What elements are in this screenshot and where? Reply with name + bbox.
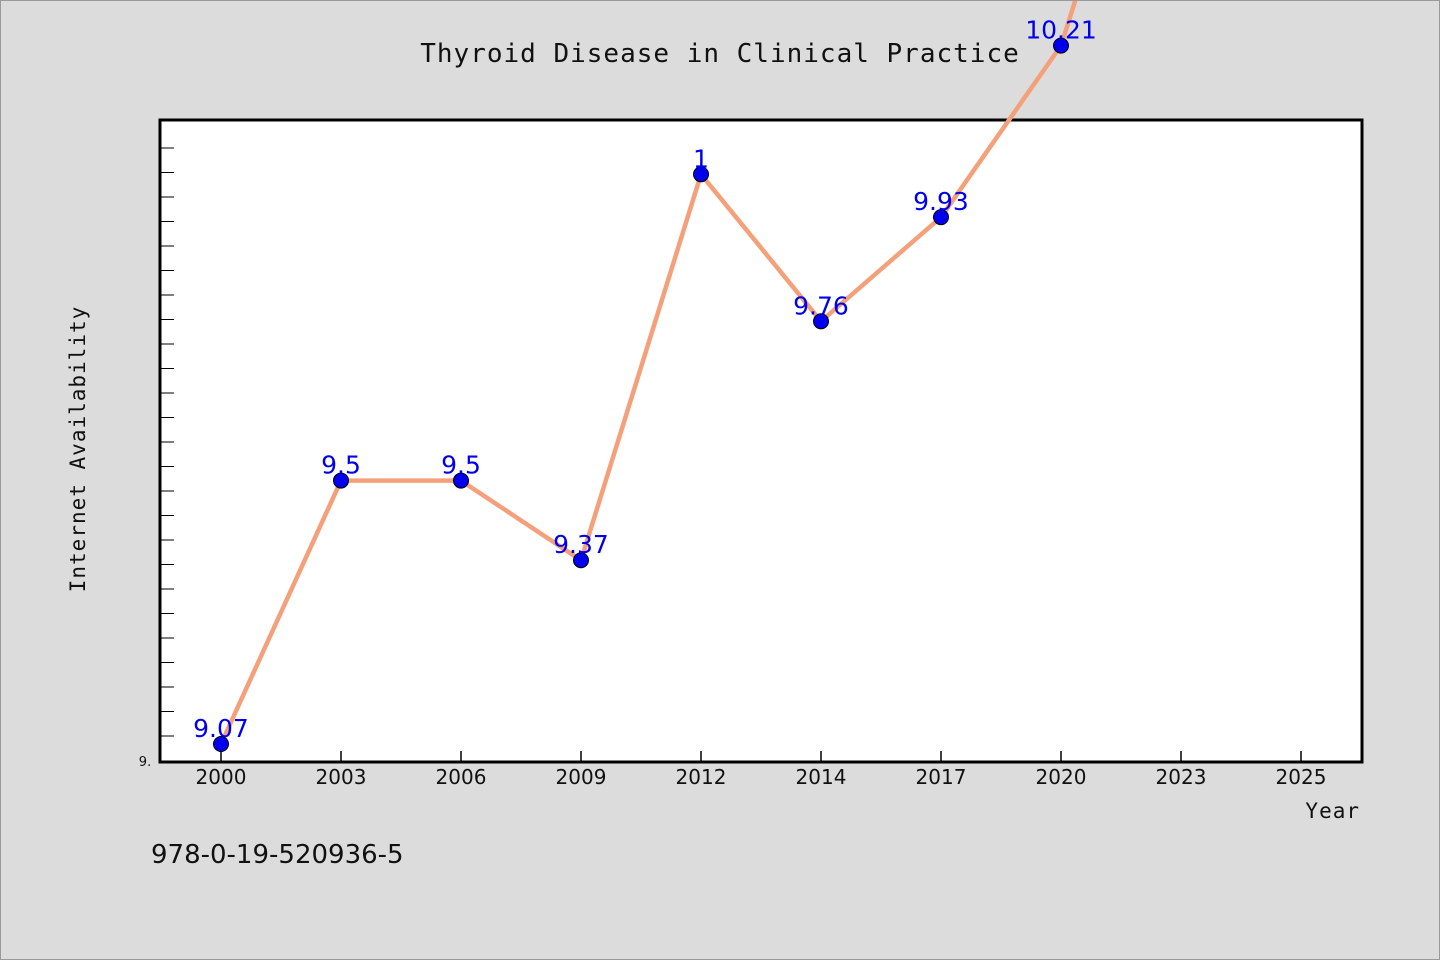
series-line-group: [218, 1, 1078, 747]
plot-area: [158, 118, 1364, 764]
y-axis-ticks: [160, 147, 174, 737]
x-tick-label: 2025: [1276, 765, 1327, 789]
series-markers: [213, 37, 1069, 752]
x-tick-label: 2003: [316, 765, 367, 789]
x-tick-label: 2006: [436, 765, 487, 789]
data-label: 9.76: [793, 291, 849, 320]
x-tick-label: 2000: [196, 765, 247, 789]
data-label: 9.5: [441, 451, 481, 480]
x-axis-tick-labels: 2000 2003 2006 2009 2012 2014 2017 2020 2023 2025: [196, 765, 1327, 789]
data-point: [693, 166, 709, 183]
isbn-caption: 978-0-19-520936-5: [151, 840, 404, 870]
data-point: [1053, 37, 1069, 54]
y-axis-label: Internet Availability: [66, 306, 90, 593]
data-label: 10.21: [1025, 16, 1097, 45]
data-label: 9.37: [553, 530, 609, 559]
data-label: 1: [693, 144, 709, 173]
x-axis-ticks: [220, 751, 1302, 762]
x-tick-label: 2014: [796, 765, 847, 789]
data-point: [453, 472, 469, 489]
x-tick-label: 2020: [1036, 765, 1087, 789]
data-point: [333, 472, 349, 489]
data-point: [213, 736, 229, 752]
data-point: [813, 313, 829, 330]
x-tick-label: 2023: [1156, 765, 1207, 789]
data-label: 9.5: [321, 451, 361, 480]
y-tick-label: 9.: [139, 755, 151, 770]
data-point: [573, 552, 589, 569]
x-axis-label: Year: [1305, 799, 1360, 823]
chart-title: Thyroid Disease in Clinical Practice: [420, 39, 1020, 69]
series-line: [218, 1, 1078, 747]
data-point: [933, 209, 949, 226]
data-label: 9.07: [193, 714, 249, 743]
data-label: 9.93: [913, 187, 969, 216]
x-tick-label: 2009: [556, 765, 607, 789]
x-tick-label: 2017: [916, 765, 967, 789]
x-tick-label: 2012: [676, 765, 727, 789]
